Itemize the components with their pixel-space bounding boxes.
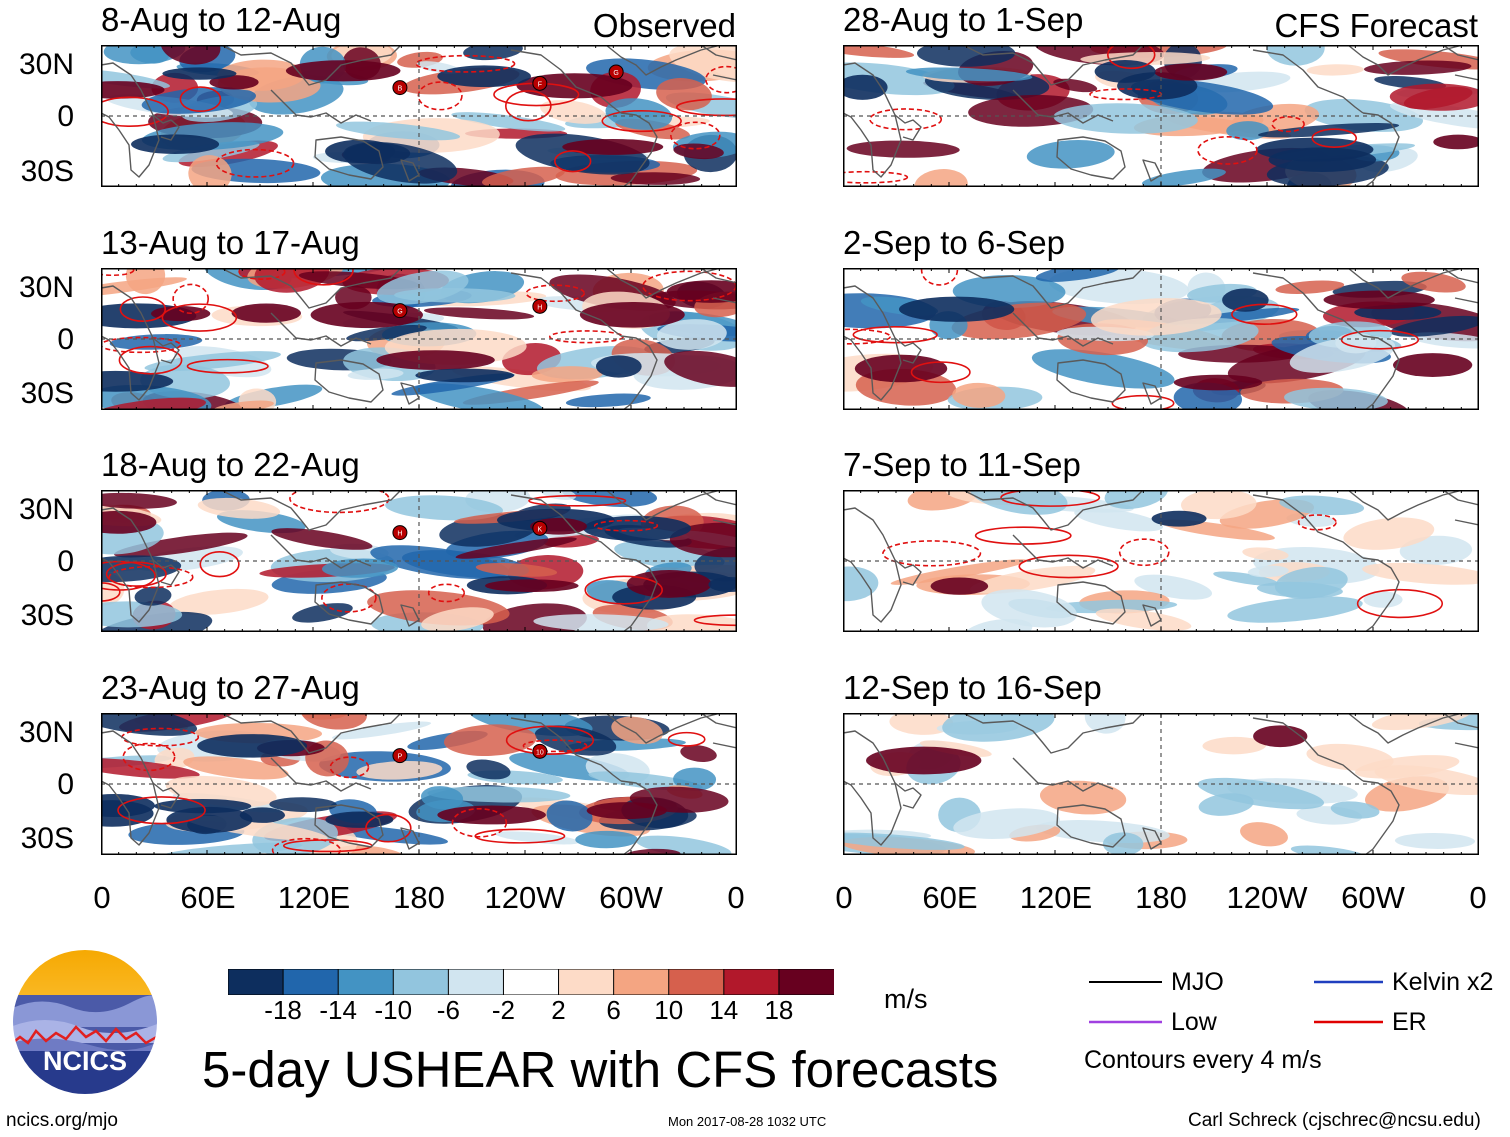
lon-label-r6: 0 [1469, 880, 1487, 915]
observed-label: Observed [592, 7, 736, 44]
storm-marker-icon: F [532, 75, 548, 91]
colorbar-swatch [282, 969, 340, 995]
colorbar-tick-label: 10 [654, 995, 684, 1025]
lat-30n-r1: 30N [18, 48, 74, 81]
panel-title-4: 23-Aug to 27-Aug [101, 669, 360, 706]
colorbar-tick-label: 14 [709, 995, 739, 1025]
legend-label-er: ER [1392, 1008, 1427, 1036]
colorbar-tick-label: 6 [606, 995, 621, 1025]
lat-30n-r2: 30N [18, 271, 74, 304]
lon-label-r3: 180 [1135, 880, 1187, 915]
cfs-forecast-label: CFS Forecast [1274, 7, 1478, 44]
shear-map-panel-6 [843, 268, 1479, 410]
shear-map-panel-3: HK [101, 490, 737, 632]
colorbar-swatch [778, 969, 834, 995]
colorbar-swatch [228, 969, 285, 995]
colorbar-swatch [723, 969, 780, 995]
storm-marker-icon: H [532, 298, 548, 314]
storm-marker-icon: G [392, 303, 408, 319]
colorbar-swatch [447, 969, 505, 995]
lon-label-r0: 0 [835, 880, 853, 915]
colorbar-swatch [337, 969, 395, 995]
lat-0-r2: 0 [57, 323, 74, 356]
lat-0-r3: 0 [57, 545, 74, 578]
figure-title: 5-day USHEAR with CFS forecasts [202, 1041, 999, 1098]
shear-map-panel-7 [843, 490, 1479, 632]
svg-text:B: B [398, 86, 403, 93]
lon-label-r2: 120E [1019, 880, 1093, 915]
lon-label-r5: 60W [1341, 880, 1405, 915]
svg-text:G: G [397, 309, 402, 316]
storm-marker-icon: G [608, 64, 624, 80]
colorbar-units: m/s [884, 984, 928, 1014]
colorbar-swatch [502, 969, 560, 995]
shear-map-panel-8 [843, 713, 1479, 855]
lon-label-l1: 60E [180, 880, 236, 915]
lat-30s-r1: 30S [20, 155, 74, 188]
lon-label-l4: 120W [484, 880, 566, 915]
storm-marker-icon: 10 [532, 743, 548, 759]
colorbar-swatch [392, 969, 450, 995]
lon-label-l5: 60W [599, 880, 663, 915]
colorbar-tick-label: -2 [491, 995, 516, 1025]
legend-label-kelvin: Kelvin x2 [1392, 968, 1494, 996]
storm-marker-icon: P [392, 748, 408, 764]
lat-0-r1: 0 [57, 100, 74, 133]
colorbar-tick-label: -10 [374, 995, 413, 1025]
logo-text: NCICS [43, 1046, 127, 1076]
colorbar-tick-label: -18 [264, 995, 302, 1025]
legend-lines [1089, 980, 1383, 1024]
panel-title-7: 7-Sep to 11-Sep [843, 446, 1081, 483]
colorbar-swatch [613, 969, 670, 995]
shear-map-panel-5 [843, 45, 1479, 187]
legend-note: Contours every 4 m/s [1084, 1046, 1322, 1074]
colorbar-tick-label: 18 [764, 995, 794, 1025]
svg-text:F: F [538, 81, 542, 88]
lat-30s-r4: 30S [20, 822, 74, 855]
panel-title-3: 18-Aug to 22-Aug [101, 446, 360, 483]
lat-30s-r2: 30S [20, 377, 74, 410]
svg-text:P: P [398, 754, 403, 761]
lat-30n-r4: 30N [18, 716, 74, 749]
colorbar-tick-label: 2 [551, 995, 566, 1025]
storm-marker-icon: H [392, 525, 408, 541]
svg-text:K: K [538, 526, 543, 533]
colorbar-tick-label: -14 [319, 995, 357, 1025]
lat-0-r4: 0 [57, 768, 74, 801]
lat-30s-r3: 30S [20, 599, 74, 632]
panel-title-1: 8-Aug to 12-Aug [101, 1, 342, 38]
storm-marker-icon: K [532, 520, 548, 536]
shear-colorbar [228, 969, 834, 995]
panel-title-6: 2-Sep to 6-Sep [843, 224, 1065, 261]
shear-map-panel-1: B F G [101, 45, 737, 187]
shear-map-panel-2: GH [101, 268, 737, 410]
lat-30n-r3: 30N [18, 493, 74, 526]
panel-title-2: 13-Aug to 17-Aug [101, 224, 360, 261]
footer-timestamp: Mon 2017-08-28 1032 UTC [668, 1114, 827, 1129]
colorbar-tick-label: -6 [436, 995, 460, 1025]
panel-title-5: 28-Aug to 1-Sep [843, 1, 1084, 38]
lon-label-l2: 120E [277, 880, 351, 915]
colorbar-swatch [558, 969, 615, 995]
shear-map-panel-4: P 10 [101, 713, 737, 855]
svg-text:G: G [613, 70, 618, 77]
svg-text:H: H [537, 304, 542, 311]
legend-label-low: Low [1171, 1008, 1217, 1036]
svg-text:H: H [397, 531, 402, 538]
storm-marker-icon: B [392, 80, 408, 96]
colorbar-swatch [668, 969, 725, 995]
lon-label-r1: 60E [922, 880, 978, 915]
lon-label-l3: 180 [393, 880, 445, 915]
lon-label-r4: 120W [1226, 880, 1308, 915]
legend-label-mjo: MJO [1171, 968, 1224, 996]
panel-title-8: 12-Sep to 16-Sep [843, 669, 1102, 706]
ncics-logo: NCICS [11, 948, 159, 1096]
svg-text:10: 10 [536, 749, 544, 756]
lon-label-l0: 0 [93, 880, 111, 915]
lon-label-l6: 0 [727, 880, 745, 915]
footer-url[interactable]: ncics.org/mjo [6, 1110, 118, 1131]
footer-author: Carl Schreck (cjschrec@ncsu.edu) [1188, 1110, 1481, 1131]
